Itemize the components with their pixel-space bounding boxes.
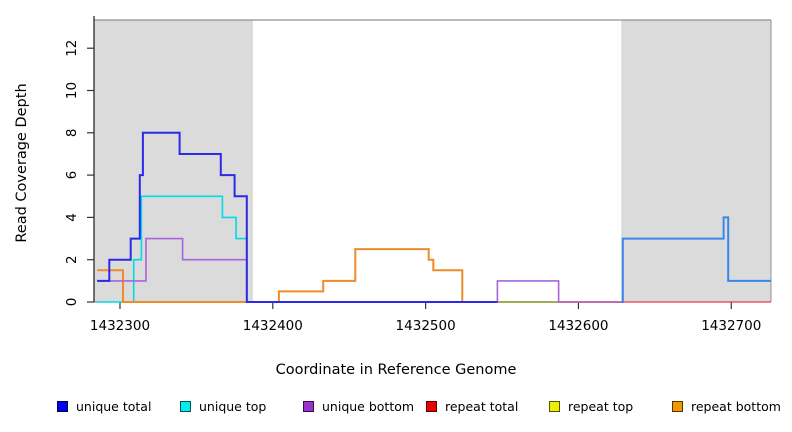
legend: unique total unique top unique bottom repea… (0, 398, 792, 418)
legend-item-unique-total: unique total (57, 398, 151, 414)
series-line-unique-total (97, 131, 498, 303)
right-repeat-region (621, 20, 771, 302)
legend-label: repeat total (445, 398, 519, 414)
x-axis-title: Coordinate in Reference Genome (275, 362, 517, 378)
x-tick-label: 1432500 (396, 318, 456, 334)
legend-label: unique bottom (322, 398, 415, 414)
x-tick-label: 1432700 (701, 318, 761, 334)
legend-swatch-unique-top (180, 400, 191, 412)
legend-swatch-unique-total (57, 400, 68, 412)
legend-swatch-unique-bottom (303, 400, 314, 412)
legend-label: repeat top (568, 398, 634, 414)
legend-swatch-repeat-top (549, 400, 560, 412)
y-tick-label: 2 (64, 255, 80, 264)
y-tick-label: 8 (64, 129, 80, 138)
legend-item-repeat-bottom: repeat bottom (672, 398, 781, 414)
legend-item-unique-bottom: unique bottom (303, 398, 414, 414)
legend-item-repeat-total: repeat total (426, 398, 518, 414)
legend-label: unique top (199, 398, 267, 414)
y-tick-label: 4 (64, 213, 80, 222)
legend-item-repeat-top: repeat top (549, 398, 633, 414)
left-repeat-region (94, 20, 253, 302)
legend-label: unique total (76, 398, 152, 414)
x-tick-label: 1432300 (90, 318, 150, 334)
y-tick-label: 12 (64, 40, 80, 57)
y-tick-label: 6 (64, 171, 80, 180)
y-axis-title: Read Coverage Depth (14, 83, 30, 243)
legend-swatch-repeat-bottom (672, 400, 683, 412)
legend-label: repeat bottom (691, 398, 781, 414)
y-tick-label: 10 (64, 82, 80, 99)
legend-item-unique-top: unique top (180, 398, 266, 414)
y-tick-label: 0 (64, 298, 80, 307)
series-line-unlabeled-bright-blue (621, 216, 771, 303)
legend-swatch-repeat-total (426, 400, 437, 412)
x-tick-label: 1432600 (548, 318, 608, 334)
series-line-repeat-bottom (97, 248, 622, 303)
x-tick-label: 1432400 (243, 318, 303, 334)
